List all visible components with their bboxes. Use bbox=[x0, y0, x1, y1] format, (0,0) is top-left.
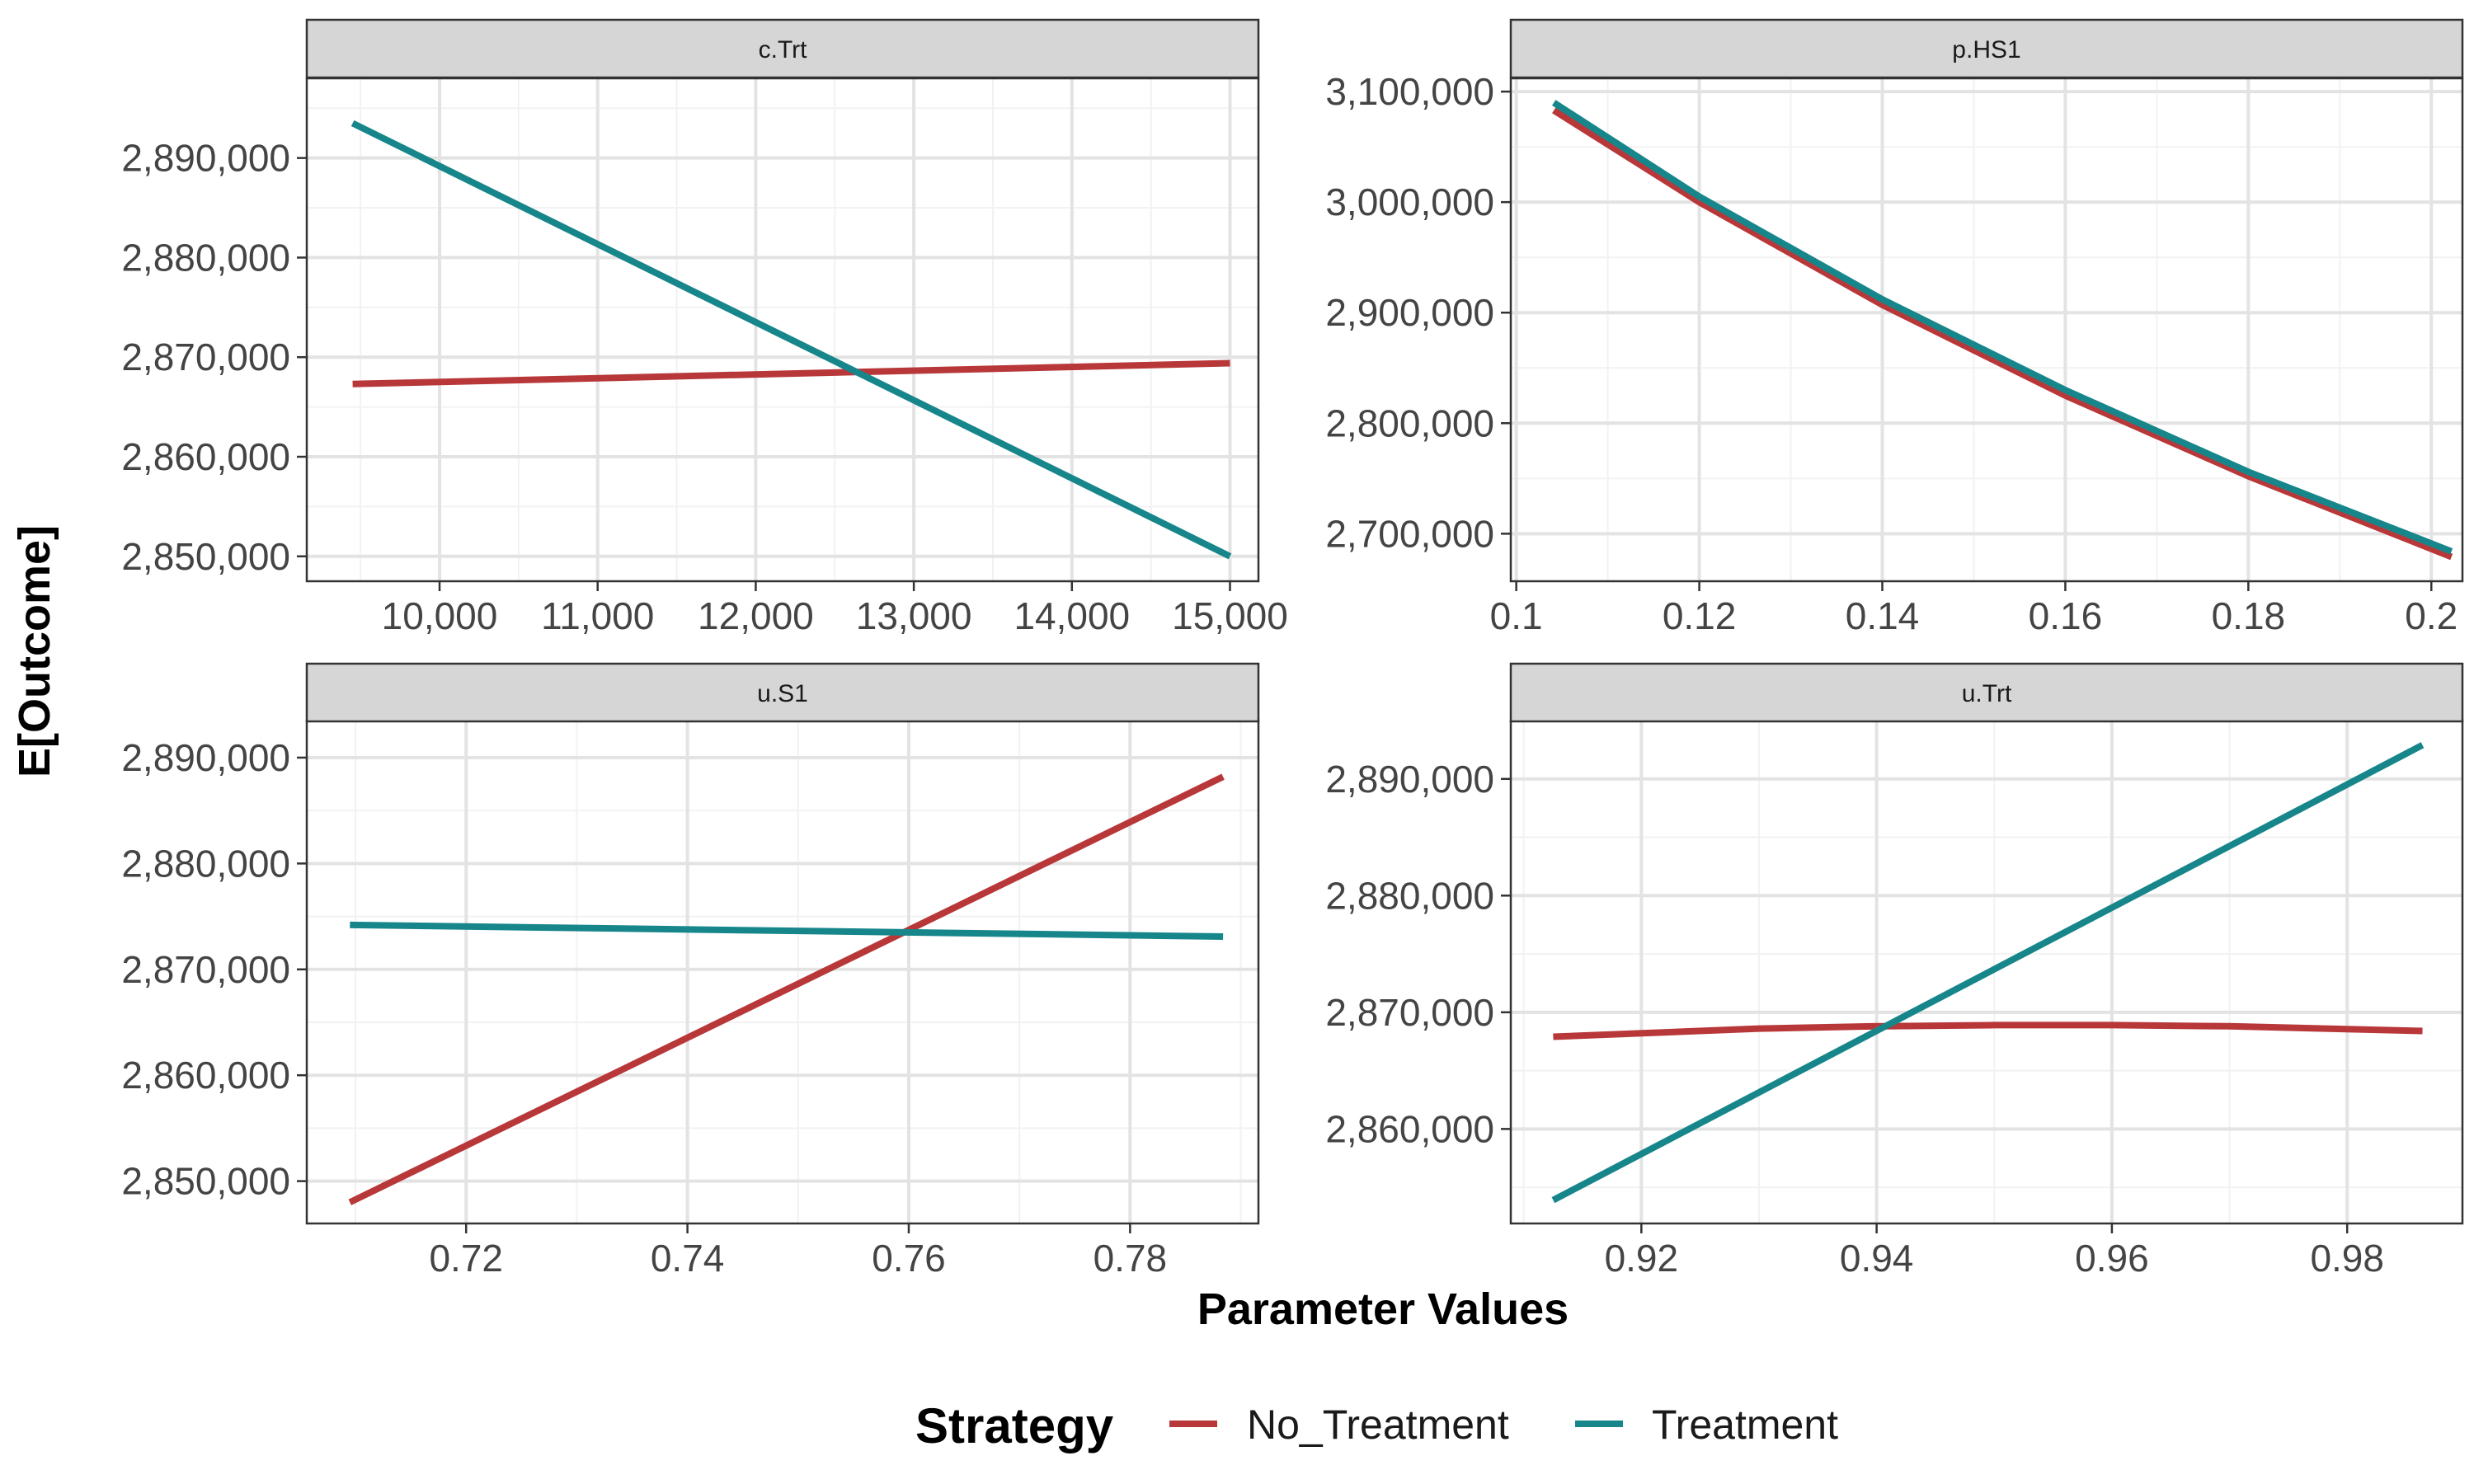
panel-background bbox=[307, 78, 1258, 581]
y-tick-label: 2,700,000 bbox=[1325, 512, 1494, 555]
x-tick-label: 0.14 bbox=[1846, 594, 1920, 637]
y-tick-label: 2,890,000 bbox=[121, 736, 290, 779]
x-tick-label: 15,000 bbox=[1172, 594, 1288, 637]
panel-p-hs1: p.HS1 0.1 0.12 0.14 0.16 0.18 0.2 2,700,000 2,80… bbox=[1325, 18, 2464, 637]
x-tick-label: 11,000 bbox=[541, 594, 654, 637]
y-tick-label: 2,800,000 bbox=[1325, 402, 1494, 444]
y-tick-label: 2,860,000 bbox=[1325, 1107, 1494, 1150]
series-line-no-treatment bbox=[348, 773, 1225, 1205]
panel-background bbox=[307, 721, 1258, 1223]
x-tick-label: 0.1 bbox=[1490, 594, 1543, 637]
x-tick-label: 0.74 bbox=[651, 1237, 725, 1280]
x-tick-label: 0.98 bbox=[2310, 1237, 2384, 1280]
strip-background bbox=[305, 662, 1260, 723]
series-line-no-treatment bbox=[1553, 1021, 2423, 1040]
x-tick-label: 0.96 bbox=[2075, 1237, 2149, 1280]
panel-u-s1: u.S1 0.72 0.74 0.76 0.78 2,850,000 2,860,000 2,… bbox=[121, 662, 1260, 1280]
y-tick-label: 2,890,000 bbox=[121, 137, 290, 180]
y-tick-label: 3,100,000 bbox=[1325, 70, 1494, 113]
x-tick-label: 0.18 bbox=[2212, 594, 2286, 637]
panel-c-trt: c.Trt 10,000 11,000 12,000 13,000 14,000 15,00… bbox=[121, 18, 1288, 637]
y-tick-label: 2,850,000 bbox=[121, 1160, 290, 1203]
y-tick-label: 2,900,000 bbox=[1325, 291, 1494, 334]
y-tick-label: 2,860,000 bbox=[121, 435, 290, 478]
x-tick-label: 10,000 bbox=[382, 594, 498, 637]
series-line-no-treatment bbox=[352, 359, 1230, 387]
y-tick-label: 2,880,000 bbox=[121, 236, 290, 279]
panels: c.Trt 10,000 11,000 12,000 13,000 14,000 15,00… bbox=[121, 18, 2464, 1280]
x-tick-label: 0.78 bbox=[1094, 1237, 1168, 1280]
x-tick-label: 14,000 bbox=[1014, 594, 1130, 637]
series-line-treatment bbox=[1551, 742, 2425, 1204]
x-tick-label: 0.92 bbox=[1605, 1237, 1679, 1280]
x-tick-label: 0.2 bbox=[2405, 594, 2458, 637]
y-tick-label: 2,880,000 bbox=[121, 842, 290, 885]
series-line-treatment bbox=[350, 921, 1224, 940]
legend-label-treatment: Treatment bbox=[1652, 1402, 1838, 1448]
strip-background bbox=[1509, 662, 2464, 723]
y-tick-label: 2,870,000 bbox=[121, 336, 290, 378]
strip-label-u-trt: u.Trt bbox=[1962, 680, 2012, 707]
x-axis-title: Parameter Values bbox=[1197, 1284, 1569, 1334]
strip-label-p-hs1: p.HS1 bbox=[1952, 36, 2020, 63]
panel-u-trt: u.Trt 0.92 0.94 0.96 0.98 2,860,000 2,870,000 2… bbox=[1325, 662, 2464, 1280]
y-tick-label: 2,880,000 bbox=[1325, 874, 1494, 917]
y-tick-label: 3,000,000 bbox=[1325, 181, 1494, 223]
y-tick-label: 2,870,000 bbox=[1325, 991, 1494, 1034]
x-tick-label: 0.16 bbox=[2029, 594, 2103, 637]
legend-title: Strategy bbox=[915, 1398, 1114, 1453]
y-axis-title: E[Outcome] bbox=[10, 525, 59, 777]
x-tick-label: 13,000 bbox=[856, 594, 972, 637]
strip-label-u-s1: u.S1 bbox=[757, 680, 808, 707]
x-tick-label: 0.76 bbox=[872, 1237, 946, 1280]
strip-background bbox=[305, 18, 1260, 79]
x-tick-label: 0.72 bbox=[429, 1237, 503, 1280]
y-tick-label: 2,870,000 bbox=[121, 948, 290, 991]
legend-label-no-treatment: No_Treatment bbox=[1247, 1402, 1509, 1448]
series-line-treatment bbox=[1552, 100, 2453, 555]
x-tick-label: 12,000 bbox=[698, 594, 814, 637]
x-tick-label: 0.12 bbox=[1663, 594, 1737, 637]
series-line-treatment bbox=[350, 120, 1232, 560]
strip-background bbox=[1509, 18, 2464, 79]
series-line-no-treatment bbox=[1552, 107, 2453, 561]
y-tick-label: 2,860,000 bbox=[121, 1054, 290, 1097]
y-tick-label: 2,850,000 bbox=[121, 535, 290, 578]
strip-label-c-trt: c.Trt bbox=[759, 36, 808, 63]
y-tick-label: 2,890,000 bbox=[1325, 758, 1494, 801]
legend: Strategy No_Treatment Treatment bbox=[915, 1398, 1838, 1453]
x-tick-label: 0.94 bbox=[1840, 1237, 1914, 1280]
